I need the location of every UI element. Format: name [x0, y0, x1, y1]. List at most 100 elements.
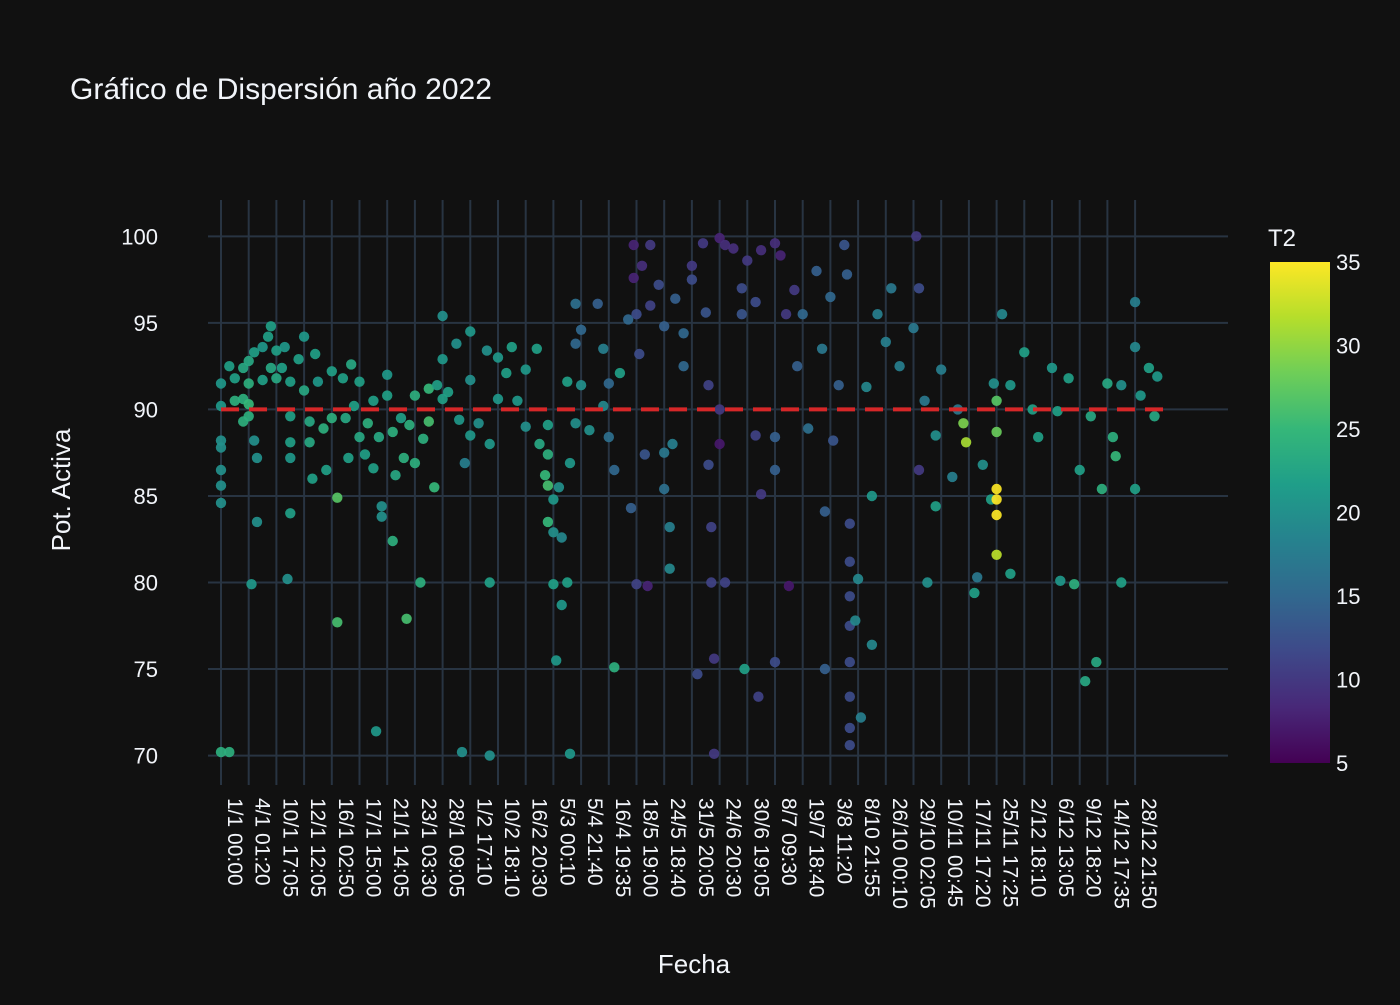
- data-point: [409, 457, 421, 469]
- data-point: [506, 341, 517, 353]
- data-point: [769, 238, 781, 249]
- data-point: [382, 369, 393, 380]
- data-point: [653, 279, 664, 290]
- data-point: [866, 639, 878, 650]
- data-point: [991, 395, 1002, 406]
- data-point: [321, 464, 332, 476]
- data-point: [285, 411, 296, 422]
- data-point: [293, 354, 304, 365]
- data-point: [603, 431, 614, 443]
- colorbar-tick-label: 20: [1336, 501, 1360, 526]
- data-point: [803, 423, 814, 434]
- data-point: [839, 239, 850, 251]
- data-point: [1085, 411, 1097, 422]
- data-point: [969, 587, 980, 599]
- colorbar-tick-label: 10: [1336, 668, 1360, 693]
- data-point: [564, 457, 576, 469]
- data-point: [866, 490, 878, 502]
- data-point: [1135, 390, 1146, 401]
- data-point: [1069, 579, 1080, 590]
- data-point: [409, 390, 421, 401]
- x-tick-label: 1/2 17:10: [472, 798, 495, 886]
- data-point: [755, 489, 767, 500]
- data-point: [465, 430, 476, 441]
- data-point: [1052, 406, 1063, 417]
- data-point: [307, 473, 318, 484]
- x-tick-label: 21/1 14:05: [389, 798, 412, 897]
- data-point: [769, 464, 781, 476]
- data-point: [542, 449, 554, 460]
- data-point: [844, 691, 855, 702]
- data-point: [841, 269, 853, 280]
- data-point: [1096, 483, 1108, 495]
- data-point: [575, 380, 587, 391]
- data-point: [659, 483, 670, 495]
- x-tick-label: 10/2 18:10: [500, 798, 523, 897]
- data-point: [844, 722, 855, 734]
- x-tick-label: 24/5 18:40: [666, 798, 689, 897]
- data-point: [249, 347, 260, 358]
- data-point: [285, 508, 296, 519]
- data-point: [224, 361, 235, 372]
- data-point: [947, 471, 958, 483]
- x-tick-label: 16/4 19:35: [611, 798, 634, 897]
- data-point: [1063, 373, 1074, 384]
- colorbar-tick-label: 30: [1336, 334, 1360, 359]
- data-point: [343, 452, 354, 464]
- data-point: [880, 336, 891, 348]
- data-point: [783, 580, 795, 592]
- data-point: [387, 535, 398, 547]
- data-point: [437, 310, 448, 322]
- data-point: [415, 577, 426, 588]
- data-point: [398, 452, 409, 464]
- data-point: [243, 399, 254, 410]
- data-point: [437, 354, 448, 365]
- data-point: [960, 437, 972, 448]
- colorbar-tick-label: 25: [1336, 417, 1360, 442]
- data-point: [285, 437, 296, 448]
- data-point: [811, 265, 822, 277]
- data-point: [728, 243, 739, 254]
- data-point: [609, 464, 620, 476]
- data-point: [894, 361, 905, 372]
- x-tick-label: 3/8 11:20: [832, 798, 855, 884]
- y-tick-label: 100: [121, 224, 158, 249]
- data-point: [780, 309, 792, 320]
- data-point: [534, 438, 545, 450]
- data-point: [282, 573, 293, 585]
- data-point: [628, 239, 639, 251]
- data-point: [265, 321, 277, 332]
- data-point: [492, 393, 504, 405]
- x-tick-label: 17/1 15:00: [362, 798, 385, 897]
- data-point: [484, 438, 495, 450]
- data-point: [755, 245, 767, 256]
- data-point: [1102, 378, 1113, 389]
- data-point: [229, 395, 240, 406]
- data-point: [1005, 568, 1016, 579]
- data-point: [354, 376, 365, 387]
- data-point: [628, 272, 639, 284]
- data-point: [368, 395, 379, 406]
- data-point: [570, 418, 581, 429]
- x-tick-label: 17/11 17:20: [971, 798, 994, 907]
- data-point: [792, 361, 803, 372]
- data-point: [742, 255, 753, 266]
- data-point: [686, 260, 698, 271]
- data-point: [312, 376, 324, 387]
- data-point: [243, 378, 254, 389]
- data-point: [719, 577, 731, 588]
- data-point: [1110, 451, 1121, 462]
- data-point: [215, 746, 227, 758]
- data-point: [913, 283, 925, 294]
- data-point: [678, 328, 689, 339]
- data-point: [819, 663, 831, 675]
- data-point: [623, 314, 634, 325]
- x-tick-label: 30/6 19:05: [749, 798, 772, 897]
- data-point: [1019, 347, 1030, 358]
- data-point: [370, 726, 382, 737]
- data-point: [996, 309, 1008, 320]
- data-point: [958, 418, 969, 429]
- data-point: [852, 573, 864, 585]
- x-tick-label: 5/3 00:10: [555, 798, 578, 886]
- data-point: [636, 260, 648, 271]
